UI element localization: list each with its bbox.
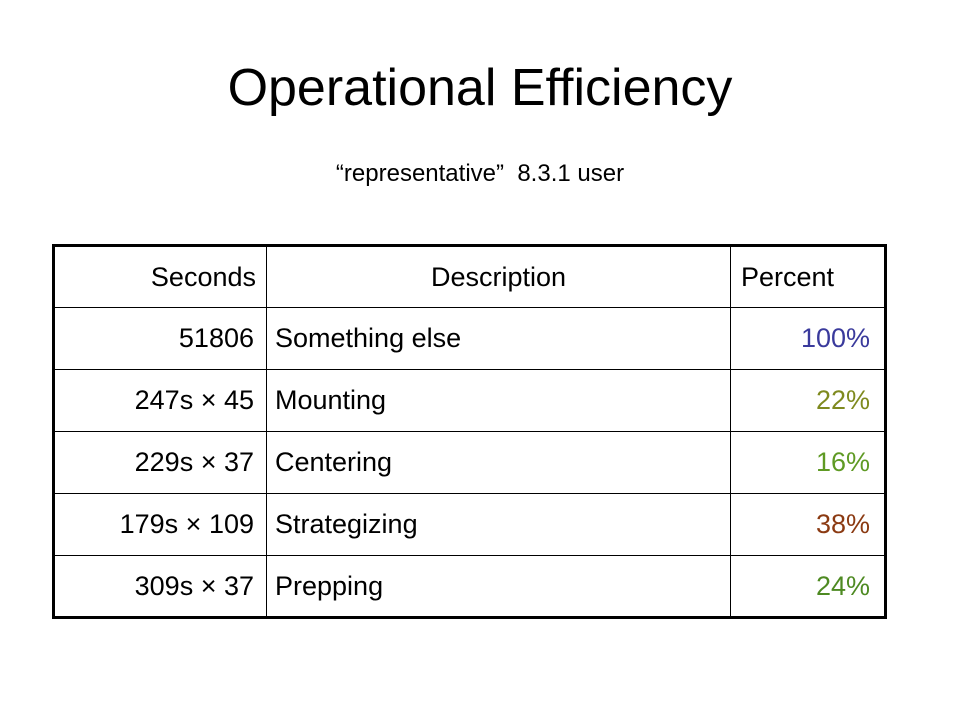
cell-seconds: 309s × 37 (53, 555, 267, 618)
cell-percent: 22% (730, 369, 886, 432)
header-description: Description (266, 245, 731, 308)
cell-description: Strategizing (266, 493, 731, 556)
cell-percent: 38% (730, 493, 886, 556)
cell-seconds: 229s × 37 (53, 431, 267, 494)
cell-seconds: 179s × 109 (53, 493, 267, 556)
table-row: 179s × 109 Strategizing 38% (53, 493, 886, 556)
cell-seconds: 51806 (53, 307, 267, 370)
table-row: 229s × 37 Centering 16% (53, 431, 886, 494)
cell-description: Mounting (266, 369, 731, 432)
cell-description: Something else (266, 307, 731, 370)
table-header: Seconds Description Percent (53, 245, 886, 308)
slide-title: Operational Efficiency (227, 59, 733, 117)
table-row: 247s × 45 Mounting 22% (53, 369, 886, 432)
cell-percent: 100% (730, 307, 886, 370)
header-row: Seconds Description Percent (53, 245, 886, 308)
cell-percent: 16% (730, 431, 886, 494)
cell-percent: 24% (730, 555, 886, 618)
cell-description: Centering (266, 431, 731, 494)
cell-description: Prepping (266, 555, 731, 618)
table-row: 309s × 37 Prepping 24% (53, 555, 886, 618)
cell-seconds: 247s × 45 (53, 369, 267, 432)
table-row: 51806 Something else 100% (53, 307, 886, 370)
header-percent: Percent (730, 245, 886, 308)
header-seconds: Seconds (53, 245, 267, 308)
table-body: 51806 Something else 100% 247s × 45 Moun… (53, 307, 886, 618)
efficiency-table: Seconds Description Percent 51806 Someth… (52, 244, 887, 619)
slide-subtitle: “representative” 8.3.1 user (335, 160, 625, 187)
